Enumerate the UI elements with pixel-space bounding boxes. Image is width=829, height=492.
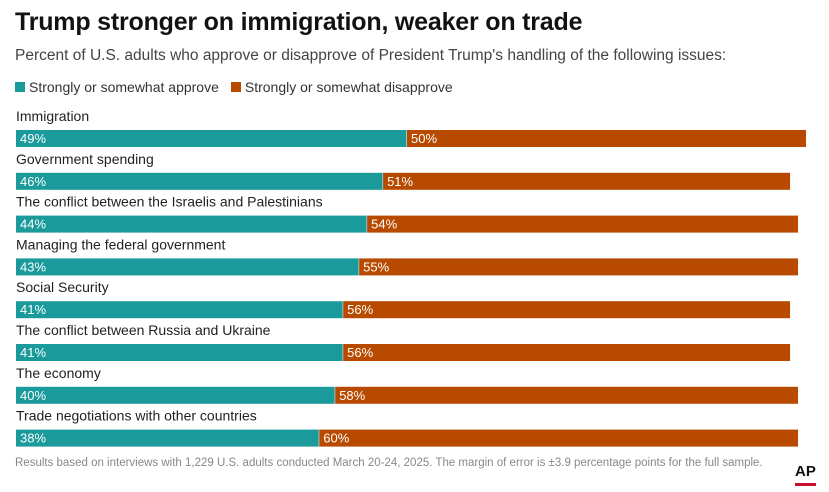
chart-title: Trump stronger on immigration, weaker on… [15, 8, 583, 36]
bar-disapprove [343, 301, 791, 319]
bar-disapprove [319, 429, 799, 447]
ap-logo: AP [795, 463, 816, 486]
bar-approve [16, 386, 336, 404]
legend-label-approve: Strongly or somewhat approve [29, 79, 219, 95]
legend: Strongly or somewhat approve Strongly or… [15, 79, 465, 95]
source-note: Results based on interviews with 1,229 U… [15, 457, 763, 469]
bar-disapprove [367, 215, 799, 233]
category-label: The conflict between the Israelis and Pa… [16, 194, 323, 210]
value-label-approve: 43% [20, 259, 46, 274]
value-label-approve: 41% [20, 345, 46, 360]
category-label: The economy [16, 365, 101, 381]
value-label-disapprove: 50% [411, 131, 437, 146]
bar-row: Government spending 46% 51% [16, 151, 791, 190]
value-label-disapprove: 55% [363, 259, 389, 274]
bar-row: Immigration 49% 50% [16, 108, 807, 147]
bar-approve [16, 429, 320, 447]
bar-disapprove [407, 130, 807, 147]
category-label: Immigration [16, 108, 89, 124]
bar-row: The conflict between Russia and Ukraine 4… [16, 322, 791, 361]
bar-disapprove [383, 172, 791, 190]
bar-approve [16, 258, 360, 276]
category-label: The conflict between Russia and Ukraine [16, 322, 271, 338]
bar-row: The economy 40% 58% [16, 365, 799, 404]
value-label-approve: 46% [20, 174, 46, 189]
value-label-disapprove: 56% [347, 302, 373, 317]
category-label: Social Security [16, 279, 109, 295]
bar-disapprove [359, 258, 799, 276]
value-label-disapprove: 54% [371, 217, 397, 232]
value-label-disapprove: 51% [387, 174, 413, 189]
value-label-disapprove: 60% [323, 431, 349, 446]
bar-row: Trade negotiations with other countries 3… [16, 408, 799, 447]
bar-approve [16, 172, 384, 190]
legend-swatch-disapprove [230, 82, 241, 92]
category-label: Government spending [16, 151, 154, 167]
bar-row: Managing the federal government 43% 55% [16, 236, 799, 276]
value-label-disapprove: 56% [347, 345, 373, 360]
legend-label-disapprove: Strongly or somewhat disapprove [244, 79, 453, 95]
bar-approve [16, 130, 408, 147]
value-label-approve: 40% [20, 388, 46, 403]
ap-logo-text: AP [795, 463, 816, 480]
legend-item-approve: Strongly or somewhat approve [15, 79, 219, 95]
value-label-approve: 41% [20, 302, 46, 317]
chart-subtitle: Percent of U.S. adults who approve or di… [15, 47, 727, 64]
bar-disapprove [335, 386, 799, 404]
stacked-bar-chart: Immigration 49% 50% Government spending 46% 5… [16, 108, 807, 447]
value-label-disapprove: 58% [339, 388, 365, 403]
value-label-approve: 44% [20, 217, 46, 232]
category-label: Managing the federal government [16, 236, 225, 252]
legend-swatch-approve [15, 82, 25, 92]
bar-approve [16, 215, 368, 233]
bar-approve [16, 301, 344, 319]
value-label-approve: 49% [20, 131, 46, 146]
value-label-approve: 38% [20, 431, 46, 446]
legend-item-disapprove: Strongly or somewhat disapprove [230, 79, 453, 95]
bar-row: Social Security 41% 56% [16, 279, 791, 319]
category-label: Trade negotiations with other countries [16, 408, 257, 424]
bar-disapprove [343, 344, 791, 361]
ap-logo-bar [795, 483, 816, 486]
bar-row: The conflict between the Israelis and Pa… [16, 194, 799, 233]
bar-approve [16, 344, 344, 361]
